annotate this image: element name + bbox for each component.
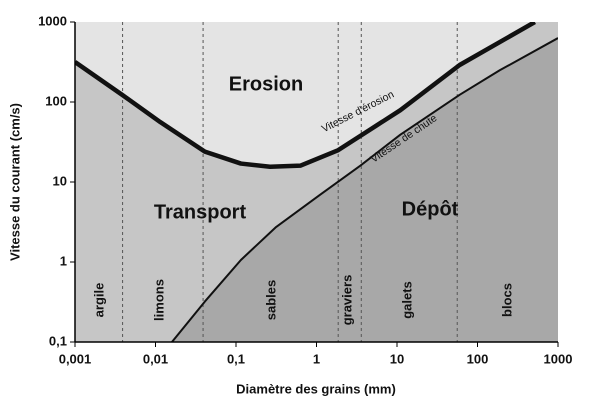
x-axis-title: Diamètre des grains (mm) xyxy=(236,381,396,396)
x-tick-label: 0,1 xyxy=(227,351,245,366)
plot-area xyxy=(75,22,558,342)
x-tick-label: 1000 xyxy=(544,351,573,366)
y-tick-label: 1 xyxy=(60,253,67,268)
class-label: sables xyxy=(263,280,278,320)
region-label: Erosion xyxy=(229,73,303,95)
class-label: graviers xyxy=(339,275,354,326)
region-label: Dépôt xyxy=(402,198,459,220)
class-label: galets xyxy=(399,281,414,319)
y-axis-title: Vitesse du courant (cm/s) xyxy=(7,103,22,261)
class-label: argile xyxy=(91,283,106,318)
class-label: limons xyxy=(151,279,166,321)
x-tick-label: 10 xyxy=(390,351,404,366)
y-tick-label: 100 xyxy=(45,93,67,108)
y-tick-label: 0,1 xyxy=(49,333,67,348)
class-label: blocs xyxy=(499,283,514,317)
region-depot xyxy=(171,38,558,342)
region-label: Transport xyxy=(154,201,247,223)
y-tick-label: 10 xyxy=(53,173,67,188)
x-tick-label: 0,01 xyxy=(143,351,168,366)
curve xyxy=(75,22,536,170)
x-tick-label: 0,001 xyxy=(59,351,92,366)
curve xyxy=(171,37,558,342)
x-tick-label: 100 xyxy=(467,351,489,366)
y-tick-label: 1000 xyxy=(38,13,67,28)
x-tick-label: 1 xyxy=(313,351,320,366)
